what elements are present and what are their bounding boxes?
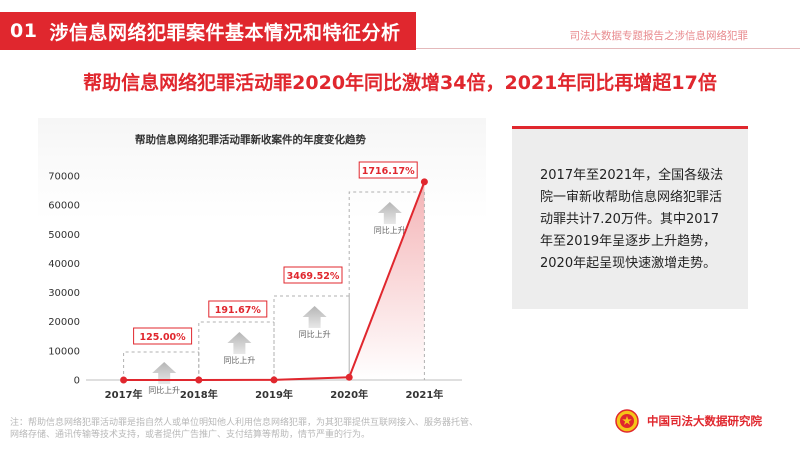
annotation-label: 3469.52% — [287, 271, 340, 282]
data-point-2019年 — [270, 376, 278, 384]
y-tick-label: 60000 — [48, 201, 80, 212]
national-court-emblem-icon — [615, 409, 639, 433]
footnote: 注：帮助信息网络犯罪活动罪是指自然人或单位明知他人利用信息网络犯罪，为其犯罪提供… — [10, 418, 479, 440]
summary-text: 2017年至2021年，全国各级法院一审新收帮助信息网络犯罪活动罪共计7.20万… — [540, 168, 724, 271]
annotation-label: 1716.17% — [362, 166, 415, 177]
annotation-note: 同比上升 — [148, 385, 180, 395]
organization-logo: 中国司法大数据研究院 — [615, 409, 762, 433]
section-number: 01 — [10, 20, 38, 42]
header-divider — [416, 48, 800, 49]
annotation-note: 同比上升 — [374, 225, 406, 235]
section-title: 涉信息网络犯罪案件基本情况和特征分析 — [49, 21, 401, 44]
area-fill — [123, 181, 425, 380]
annotation-bracket — [198, 321, 274, 380]
data-point-2018年 — [195, 376, 203, 384]
x-tick-label: 2018年 — [180, 388, 218, 401]
x-tick-label: 2021年 — [405, 388, 443, 401]
report-name: 司法大数据专题报告之涉信息网络犯罪 — [569, 30, 749, 42]
annotation-box — [283, 266, 343, 284]
data-point-2021年 — [420, 178, 428, 186]
annotation-bracket — [273, 295, 350, 380]
y-tick-label: 20000 — [48, 317, 80, 328]
y-tick-label: 70000 — [48, 172, 80, 183]
organization-name: 中国司法大数据研究院 — [647, 414, 762, 428]
data-point-2020年 — [345, 373, 353, 381]
x-tick-label: 2017年 — [105, 388, 143, 401]
x-tick-label: 2020年 — [330, 388, 368, 401]
y-tick-label: 0 — [74, 376, 80, 387]
up-arrow-icon — [152, 362, 177, 384]
headline: 帮助信息网络犯罪活动罪2020年同比激增34倍，2021年同比再增超17倍 — [83, 72, 717, 94]
data-point-2017年 — [120, 376, 128, 384]
y-tick-label: 40000 — [48, 259, 80, 270]
annotation-label: 191.67% — [215, 305, 262, 316]
x-tick-label: 2019年 — [255, 388, 293, 401]
y-tick-label: 50000 — [48, 230, 80, 241]
up-arrow-icon — [227, 332, 252, 354]
y-tick-label: 10000 — [48, 346, 80, 357]
annotation-box — [358, 161, 418, 179]
summary-box: 2017年至2021年，全国各级法院一审新收帮助信息网络犯罪活动罪共计7.20万… — [512, 126, 748, 309]
annotation-bracket — [348, 191, 425, 380]
y-tick-label: 30000 — [48, 288, 80, 299]
annotation-label: 125.00% — [140, 332, 187, 343]
annotation-box — [133, 327, 193, 345]
annotation-note: 同比上升 — [299, 329, 331, 339]
chart-title: 帮助信息网络犯罪活动罪新收案件的年度变化趋势 — [135, 134, 366, 146]
annotation-note: 同比上升 — [223, 355, 255, 365]
section-title-bar: 01 涉信息网络犯罪案件基本情况和特征分析 — [0, 12, 416, 50]
up-arrow-icon — [377, 202, 402, 224]
annotation-bracket — [123, 351, 199, 380]
up-arrow-icon — [302, 306, 327, 328]
annotation-box — [208, 300, 268, 318]
